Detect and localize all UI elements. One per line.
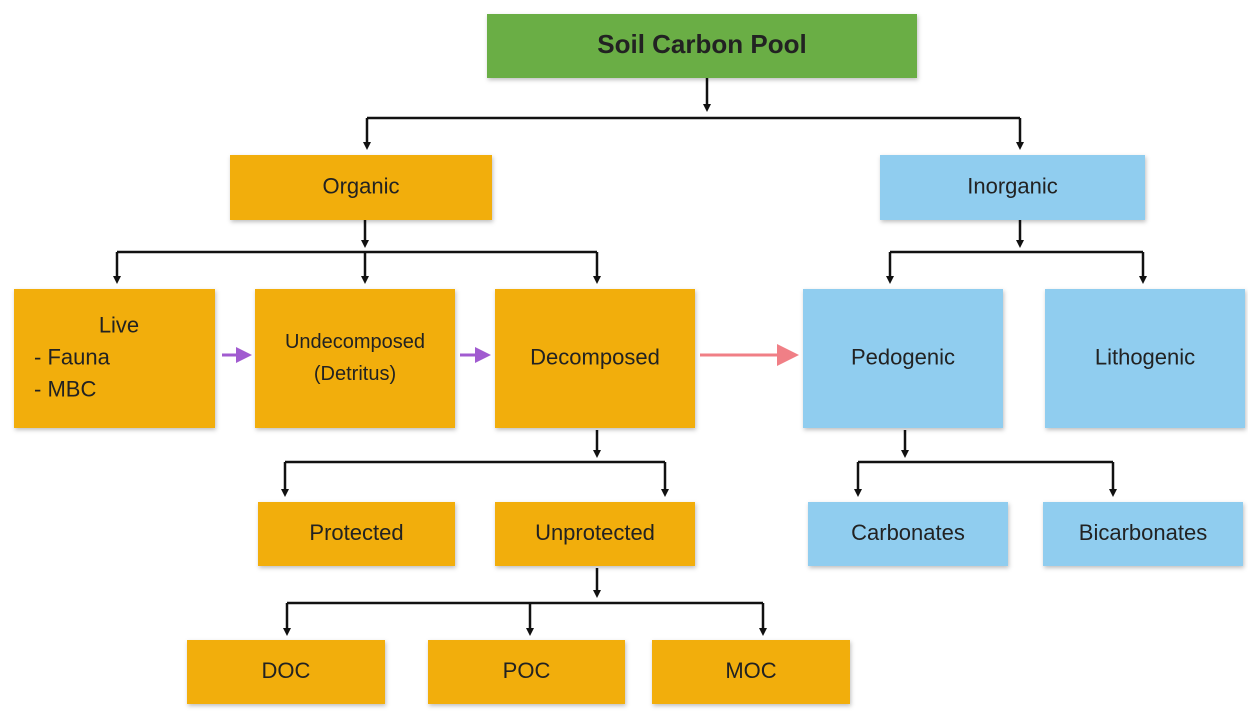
node-label: - Fauna — [34, 344, 111, 369]
connectors — [113, 78, 1147, 636]
node-label: Unprotected — [535, 520, 655, 545]
node-box — [495, 502, 695, 566]
node: Live - Fauna - MBC — [14, 289, 215, 428]
node-box — [1045, 289, 1245, 428]
node-label: Undecomposed — [285, 331, 425, 353]
node-label: Protected — [309, 520, 403, 545]
node-box — [14, 289, 215, 428]
node-box — [258, 502, 455, 566]
node-box — [652, 640, 850, 704]
node-label: (Detritus) — [314, 363, 396, 385]
node-label: Bicarbonates — [1079, 520, 1207, 545]
node-label: - MBC — [34, 376, 96, 401]
node-label: DOC — [262, 658, 311, 683]
node-label: Pedogenic — [851, 344, 955, 369]
node-box — [230, 155, 492, 220]
node-label: Live — [99, 312, 139, 337]
node-box — [803, 289, 1003, 428]
node-label: Soil Carbon Pool — [597, 29, 806, 59]
node-box — [428, 640, 625, 704]
node: Carbonates — [808, 502, 1008, 566]
node: Soil Carbon Pool — [487, 14, 917, 78]
node: DOC — [187, 640, 385, 704]
node-box — [487, 14, 917, 78]
node: MOC — [652, 640, 850, 704]
node-label: Inorganic — [967, 173, 1058, 198]
node: Bicarbonates — [1043, 502, 1243, 566]
node: Protected — [258, 502, 455, 566]
node-label: Decomposed — [530, 344, 660, 369]
node-box — [880, 155, 1145, 220]
node-label: MOC — [725, 658, 776, 683]
node: Organic — [230, 155, 492, 220]
node-box — [255, 289, 455, 428]
node-box — [1043, 502, 1243, 566]
node: Decomposed — [495, 289, 695, 428]
node: POC — [428, 640, 625, 704]
node: Inorganic — [880, 155, 1145, 220]
node-label: Lithogenic — [1095, 344, 1195, 369]
node-box — [187, 640, 385, 704]
node: Unprotected — [495, 502, 695, 566]
node: Lithogenic — [1045, 289, 1245, 428]
node-label: Organic — [322, 173, 399, 198]
node-box — [808, 502, 1008, 566]
node: Undecomposed (Detritus) — [255, 289, 455, 428]
node: Pedogenic — [803, 289, 1003, 428]
nodes: Soil Carbon Pool Organic Inorganic Live - Fa… — [14, 14, 1245, 704]
node-box — [495, 289, 695, 428]
node-label: Carbonates — [851, 520, 965, 545]
node-label: POC — [503, 658, 551, 683]
